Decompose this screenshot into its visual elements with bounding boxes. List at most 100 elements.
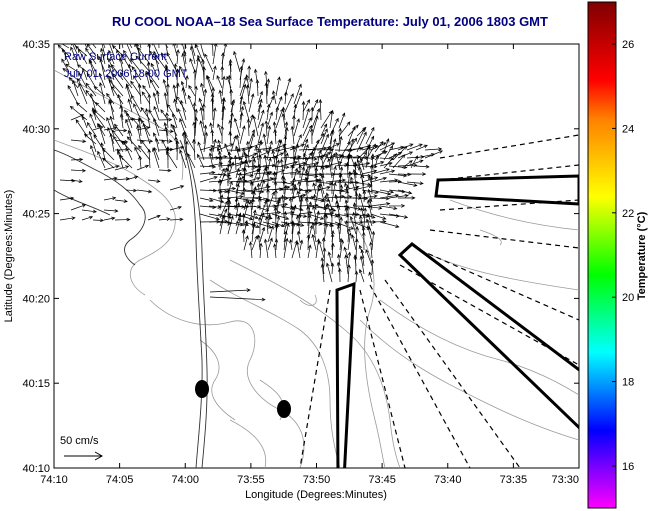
current-vector-arrow	[251, 158, 256, 179]
current-vector-arrow	[202, 66, 206, 89]
current-vector-arrow	[175, 140, 180, 161]
current-vector-arrow	[72, 79, 79, 97]
current-vector-arrow	[130, 94, 142, 113]
current-vector-arrow	[362, 189, 367, 203]
current-vector-arrow	[320, 165, 325, 179]
current-vector-arrow	[65, 63, 79, 73]
current-vector-arrow	[221, 105, 226, 129]
current-vector-arrow	[179, 65, 187, 81]
current-vector-arrow	[326, 203, 333, 219]
current-vector-arrow	[266, 170, 271, 187]
current-vector-arrow	[305, 168, 309, 187]
current-vector-arrow	[388, 173, 408, 178]
current-vector-arrow	[171, 112, 178, 129]
current-vector-arrow	[344, 199, 349, 211]
current-vector-arrow	[354, 238, 359, 259]
current-vector-arrow	[297, 180, 301, 195]
current-vector-arrow	[93, 86, 106, 97]
current-vector-arrow	[336, 224, 341, 243]
current-vector-arrow	[136, 124, 142, 145]
current-vector-arrow	[172, 44, 178, 57]
current-vector-arrow	[337, 178, 342, 195]
colorbar-tick-label: 18	[622, 377, 634, 389]
current-vector-arrow	[101, 147, 115, 161]
current-vector-arrow	[299, 239, 304, 251]
current-vector-arrow	[160, 109, 169, 121]
legend-line-1: Raw Surface Current	[64, 51, 167, 63]
current-vector-arrow	[267, 213, 272, 227]
current-vector-arrow	[165, 44, 169, 49]
current-vector-arrow	[257, 149, 262, 169]
current-vector-arrow	[325, 178, 347, 183]
current-vector-arrow	[189, 57, 196, 73]
current-vector-arrow	[172, 84, 178, 105]
current-vector-arrow	[61, 44, 70, 49]
current-vector-arrow	[239, 95, 244, 113]
x-tick-label: 74:05	[106, 474, 134, 486]
current-vector-arrow	[346, 155, 351, 171]
current-vector-arrow	[271, 143, 287, 151]
current-vector-arrow	[227, 212, 232, 227]
current-vector-arrow	[311, 115, 319, 137]
current-vector-arrow	[344, 207, 349, 219]
current-vector-arrow	[184, 133, 196, 153]
current-vector-arrow	[302, 99, 310, 113]
current-vector-arrow	[361, 156, 375, 161]
current-vector-arrow	[370, 142, 387, 151]
current-vector-arrow	[388, 152, 403, 159]
current-vector-arrow	[302, 152, 309, 171]
current-vector-arrow	[315, 184, 321, 203]
current-vector-arrow	[152, 117, 160, 137]
current-vector-arrow	[360, 174, 365, 195]
current-vector-arrow	[315, 149, 322, 171]
current-vector-arrow	[406, 143, 423, 151]
current-vector-arrow	[234, 197, 239, 211]
current-vector-arrow	[316, 205, 337, 212]
current-vector-arrow	[153, 105, 160, 121]
current-vector-arrow	[312, 182, 317, 195]
current-vector-arrow	[142, 122, 151, 145]
current-vector-arrow	[284, 121, 289, 137]
current-vector-arrow	[267, 157, 272, 171]
current-vector-arrow	[251, 190, 256, 211]
current-vector-arrow	[111, 44, 115, 49]
current-vector-arrow	[353, 255, 358, 275]
current-vector-arrow	[84, 44, 88, 49]
current-vector-arrow	[346, 205, 350, 227]
current-vector-arrow	[298, 164, 302, 179]
current-vector-arrow	[245, 84, 250, 105]
current-vector-arrow	[123, 49, 133, 65]
current-vector-arrow	[250, 181, 254, 195]
current-vector-arrow	[85, 82, 97, 97]
current-vector-arrow	[361, 144, 379, 151]
current-vector-arrow	[99, 58, 106, 81]
current-vector-arrow	[124, 109, 133, 121]
current-vector-arrow	[74, 45, 88, 57]
current-vector-arrow	[193, 69, 197, 89]
current-vector-arrow	[152, 50, 160, 73]
current-vector-arrow	[108, 49, 115, 65]
current-vector-arrow	[228, 130, 233, 145]
current-vector-arrow	[264, 70, 268, 89]
current-vector-arrow	[235, 171, 242, 187]
current-vector-arrow	[338, 127, 342, 145]
current-vector-arrow	[92, 126, 104, 131]
current-vector-arrow	[239, 105, 244, 121]
current-vector-arrow	[199, 175, 218, 183]
current-vector-arrow	[220, 65, 225, 81]
current-vector-arrow	[252, 115, 259, 137]
current-vector-arrow	[136, 126, 151, 131]
current-vector-arrow	[198, 97, 205, 113]
current-vector-arrow	[239, 112, 244, 129]
current-vector-arrow	[293, 118, 300, 137]
current-vector-arrow	[274, 238, 279, 251]
current-vector-arrow	[315, 210, 320, 227]
current-vector-arrow	[257, 163, 262, 179]
current-vector-arrow	[397, 151, 414, 159]
current-vector-arrow	[150, 62, 160, 81]
current-vector-arrow	[281, 204, 286, 219]
current-vector-arrow	[106, 92, 115, 105]
current-vector-arrow	[239, 65, 244, 89]
current-vector-arrow	[229, 88, 234, 105]
current-vector-arrow	[137, 47, 151, 65]
